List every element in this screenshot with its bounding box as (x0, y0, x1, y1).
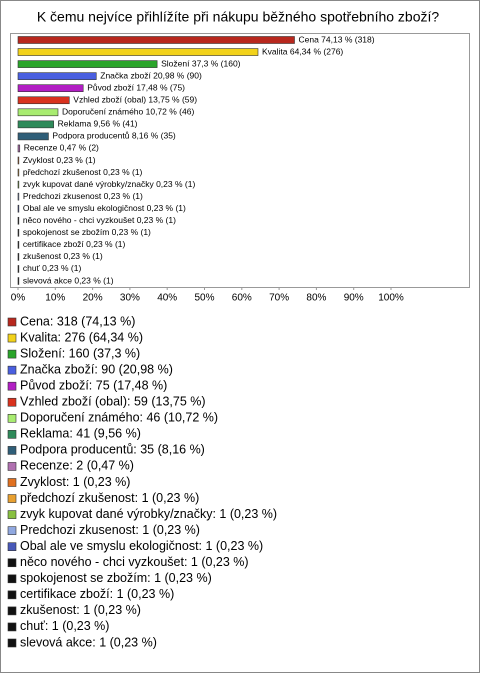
legend-label: předchozí zkušenost: 1 (0,23 %) (20, 491, 199, 505)
legend-label: Doporučení známého: 46 (10,72 %) (20, 411, 218, 425)
value-label: něco nového - chci vyzkoušet 0,23 % (1) (23, 215, 176, 225)
legend-swatch (7, 622, 17, 632)
bar (17, 108, 59, 117)
legend-label: spokojenost se zbožím: 1 (0,23 %) (20, 571, 212, 585)
bar (17, 156, 20, 165)
legend-swatch (7, 462, 17, 471)
legend-swatch (7, 397, 17, 407)
legend-label: Predchozi zkusenost: 1 (0,23 %) (20, 523, 200, 537)
value-label: Zvyklost 0,23 % (1) (23, 155, 96, 165)
legend-label: slevová akce: 1 (0,23 %) (20, 635, 157, 649)
value-label: předchozí zkušenost 0,23 % (1) (23, 167, 143, 177)
x-tick-label: 100% (378, 293, 404, 304)
legend-label: Značka zboží: 90 (20,98 %) (20, 362, 173, 376)
bar (17, 204, 20, 213)
legend-label: Recenze: 2 (0,47 %) (20, 459, 134, 473)
legend-label: něco nového - chci vyzkoušet: 1 (0,23 %) (20, 555, 249, 569)
x-tick-label: 70% (269, 293, 289, 304)
value-label: Cena 74,13 % (318) (299, 34, 375, 44)
legend-swatch (7, 542, 17, 552)
legend-label: Vzhled zboží (obal): 59 (13,75 %) (20, 395, 206, 409)
value-label: Vzhled zboží (obal) 13,75 % (59) (73, 95, 197, 105)
bar (17, 48, 259, 56)
value-label: Reklama 9,56 % (41) (58, 119, 138, 129)
legend-swatch (7, 494, 17, 503)
value-label: Složení 37,3 % (160) (161, 58, 241, 68)
value-label: Podpora producentů 8,16 % (35) (52, 131, 176, 141)
legend-label: Kvalita: 276 (64,34 %) (20, 330, 143, 344)
x-tick-label: 80% (306, 293, 326, 304)
legend-label: Obal ale ve smyslu ekologičnost: 1 (0,23… (20, 539, 263, 553)
bar (17, 168, 20, 177)
bar (17, 96, 70, 105)
value-label: Kvalita 64,34 % (276) (262, 46, 343, 56)
bar (17, 144, 21, 153)
bar (17, 180, 20, 189)
legend-swatch (7, 317, 17, 327)
bar (17, 120, 54, 129)
value-label: certifikace zboží 0,23 % (1) (23, 239, 126, 249)
plot-frame (10, 33, 470, 288)
value-label: Recenze 0,47 % (2) (24, 143, 99, 153)
legend-swatch (7, 590, 17, 600)
x-tick-label: 60% (232, 293, 252, 304)
value-label: spokojenost se zbožím 0,23 % (1) (23, 227, 151, 237)
value-label: zkušenost 0,23 % (1) (23, 251, 103, 261)
legend-label: Reklama: 41 (9,56 %) (20, 427, 141, 441)
value-label: Predchozi zkusenost 0,23 % (1) (23, 191, 143, 201)
legend-label: certifikace zboží: 1 (0,23 %) (20, 587, 174, 601)
bar (17, 229, 20, 237)
value-label: Obal ale ve smyslu ekologičnost 0,23 % (… (23, 203, 186, 213)
x-tick-label: 50% (194, 293, 214, 304)
value-label: Doporučení známého 10,72 % (46) (62, 107, 194, 117)
legend-label: zkušenost: 1 (0,23 %) (20, 603, 141, 617)
legend-label: Původ zboží: 75 (17,48 %) (20, 378, 167, 392)
value-label: chuť 0,23 % (1) (23, 263, 82, 273)
x-tick-label: 0% (11, 293, 26, 304)
legend-swatch (7, 478, 17, 487)
x-tick-label: 10% (45, 293, 65, 304)
legend-label: Složení: 160 (37,3 %) (20, 346, 140, 360)
bar (17, 265, 20, 273)
legend-label: Podpora producentů: 35 (8,16 %) (20, 443, 205, 457)
legend-swatch (7, 333, 17, 343)
bar (17, 277, 20, 285)
bar (17, 241, 20, 249)
chart-title: K čemu nejvíce přihlížíte při nákupu běž… (37, 9, 440, 25)
bar (17, 132, 49, 141)
x-tick-label: 20% (83, 293, 103, 304)
bar (17, 72, 97, 80)
bar (17, 36, 295, 44)
bar (17, 253, 20, 261)
legend-label: zvyk kupovat dané výrobky/značky: 1 (0,2… (20, 507, 277, 521)
legend-swatch (7, 446, 17, 455)
legend-label: chuť: 1 (0,23 %) (20, 619, 109, 633)
bar (17, 216, 20, 225)
legend-swatch (7, 638, 17, 648)
value-label: slevová akce 0,23 % (1) (23, 275, 114, 285)
legend-swatch (7, 606, 17, 616)
value-label: Značka zboží 20,98 % (90) (100, 70, 202, 80)
x-tick-label: 30% (120, 293, 140, 304)
x-tick-label: 40% (157, 293, 177, 304)
legend-swatch (7, 558, 17, 568)
x-tick-label: 90% (344, 293, 364, 304)
legend-swatch (7, 381, 17, 391)
legend-swatch (7, 430, 17, 439)
bar (17, 60, 158, 68)
value-label: Původ zboží 17,48 % (75) (87, 82, 185, 92)
legend-swatch (7, 365, 17, 375)
value-label: zvyk kupovat dané výrobky/značky 0,23 % … (23, 179, 196, 189)
bar (17, 84, 84, 92)
legend-swatch (7, 526, 17, 535)
legend-label: Cena: 318 (74,13 %) (20, 314, 135, 328)
legend-swatch (7, 574, 17, 584)
bar (17, 192, 20, 201)
legend-swatch (7, 510, 17, 519)
legend-label: Zvyklost: 1 (0,23 %) (20, 475, 130, 489)
legend-swatch (7, 413, 17, 423)
legend-swatch (7, 349, 17, 359)
